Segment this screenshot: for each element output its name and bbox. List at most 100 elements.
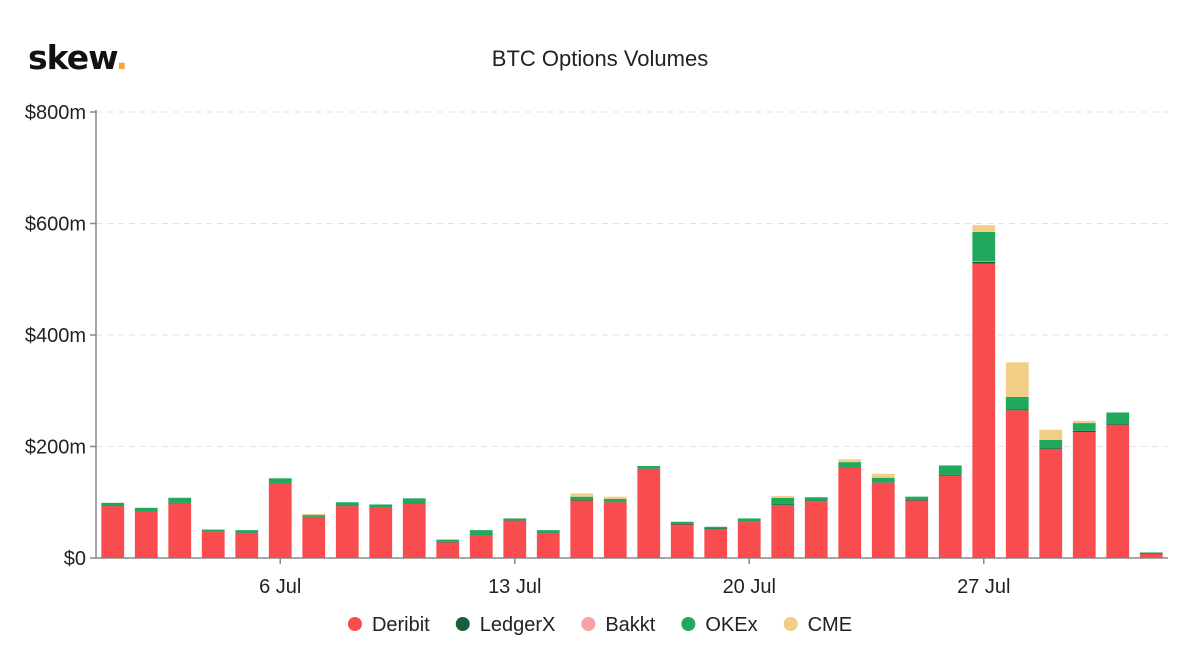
bar-segment-ledgerx[interactable] bbox=[436, 541, 460, 543]
bar-segment-okex[interactable] bbox=[101, 502, 125, 506]
bar-segment-ledgerx[interactable] bbox=[670, 523, 694, 525]
bar-segment-ledgerx[interactable] bbox=[570, 500, 594, 501]
bar-segment-deribit[interactable] bbox=[603, 502, 627, 558]
bar-segment-okex[interactable] bbox=[637, 466, 661, 469]
bar-stack[interactable] bbox=[302, 513, 326, 558]
bar-segment-okex[interactable] bbox=[838, 462, 862, 468]
bar-segment-deribit[interactable] bbox=[838, 467, 862, 558]
bar-stack[interactable] bbox=[201, 529, 225, 558]
bar-segment-deribit[interactable] bbox=[235, 532, 259, 558]
bar-segment-cme[interactable] bbox=[1039, 429, 1063, 440]
bar-stack[interactable] bbox=[871, 473, 895, 558]
bar-segment-okex[interactable] bbox=[670, 521, 694, 524]
bar-segment-deribit[interactable] bbox=[503, 520, 527, 558]
bar-segment-ledgerx[interactable] bbox=[369, 507, 393, 508]
bar-segment-deribit[interactable] bbox=[335, 506, 359, 558]
bar-segment-ledgerx[interactable] bbox=[905, 500, 929, 501]
bar-segment-cme[interactable] bbox=[302, 513, 326, 516]
bar-segment-okex[interactable] bbox=[1139, 552, 1163, 553]
bar-segment-deribit[interactable] bbox=[268, 483, 292, 558]
bar-segment-deribit[interactable] bbox=[905, 500, 929, 558]
bar-stack[interactable] bbox=[1039, 429, 1063, 558]
legend[interactable]: Deribit LedgerX Bakkt OKEx CME bbox=[347, 614, 852, 636]
bar-segment-deribit[interactable] bbox=[201, 531, 225, 558]
legend-item-bakkt[interactable]: Bakkt bbox=[581, 614, 656, 636]
bar-segment-ledgerx[interactable] bbox=[335, 505, 359, 507]
bar-segment-ledgerx[interactable] bbox=[302, 516, 326, 518]
bar-segment-deribit[interactable] bbox=[771, 505, 795, 558]
bar-segment-ledgerx[interactable] bbox=[536, 532, 560, 533]
bar-segment-deribit[interactable] bbox=[938, 475, 962, 558]
bar-segment-ledgerx[interactable] bbox=[168, 502, 192, 504]
bar-segment-deribit[interactable] bbox=[134, 511, 158, 558]
bar-segment-ledgerx[interactable] bbox=[235, 532, 259, 533]
bar-segment-deribit[interactable] bbox=[972, 263, 996, 558]
legend-item-cme[interactable]: CME bbox=[783, 614, 852, 636]
bar-segment-cme[interactable] bbox=[838, 459, 862, 463]
bar-segment-okex[interactable] bbox=[201, 529, 225, 532]
bar-segment-okex[interactable] bbox=[704, 526, 728, 529]
bar-segment-ledgerx[interactable] bbox=[1039, 448, 1063, 450]
bar-segment-okex[interactable] bbox=[503, 518, 527, 521]
bar-segment-okex[interactable] bbox=[235, 530, 259, 533]
bar-stack[interactable] bbox=[838, 459, 862, 558]
bar-segment-deribit[interactable] bbox=[369, 507, 393, 558]
bar-segment-deribit[interactable] bbox=[402, 503, 426, 558]
bar-segment-deribit[interactable] bbox=[101, 506, 125, 558]
bar-stack[interactable] bbox=[1072, 420, 1096, 558]
bar-segment-okex[interactable] bbox=[972, 231, 996, 262]
bar-stack[interactable] bbox=[1106, 412, 1130, 558]
bar-stack[interactable] bbox=[905, 496, 929, 558]
bar-stack[interactable] bbox=[436, 539, 460, 558]
bar-segment-okex[interactable] bbox=[402, 498, 426, 504]
bar-segment-ledgerx[interactable] bbox=[838, 467, 862, 468]
bar-segment-ledgerx[interactable] bbox=[201, 531, 225, 532]
bar-stack[interactable] bbox=[771, 496, 795, 558]
bar-segment-okex[interactable] bbox=[1106, 412, 1130, 424]
bar-segment-okex[interactable] bbox=[469, 530, 493, 536]
bar-segment-deribit[interactable] bbox=[570, 500, 594, 558]
bar-segment-deribit[interactable] bbox=[469, 535, 493, 558]
bar-stack[interactable] bbox=[536, 530, 560, 558]
bar-segment-okex[interactable] bbox=[938, 465, 962, 475]
bar-segment-deribit[interactable] bbox=[1106, 424, 1130, 558]
bar-stack[interactable] bbox=[134, 507, 158, 558]
bar-segment-ledgerx[interactable] bbox=[771, 504, 795, 506]
bar-segment-deribit[interactable] bbox=[536, 532, 560, 558]
bar-segment-ledgerx[interactable] bbox=[503, 520, 527, 521]
bar-segment-cme[interactable] bbox=[972, 225, 996, 232]
bar-segment-okex[interactable] bbox=[603, 498, 627, 502]
bar-segment-okex[interactable] bbox=[771, 497, 795, 505]
bar-segment-okex[interactable] bbox=[268, 478, 292, 484]
bar-stack[interactable] bbox=[938, 465, 962, 558]
bar-stack[interactable] bbox=[570, 493, 594, 558]
bar-segment-ledgerx[interactable] bbox=[804, 500, 828, 502]
bar-segment-ledgerx[interactable] bbox=[469, 535, 493, 536]
bar-segment-deribit[interactable] bbox=[804, 501, 828, 558]
bar-segment-ledgerx[interactable] bbox=[603, 501, 627, 503]
bar-stack[interactable] bbox=[603, 496, 627, 558]
bar-stack[interactable] bbox=[637, 466, 661, 558]
bar-segment-ledgerx[interactable] bbox=[737, 521, 761, 522]
bar-segment-ledgerx[interactable] bbox=[871, 482, 895, 483]
legend-item-deribit[interactable]: Deribit bbox=[347, 614, 430, 636]
bar-segment-ledgerx[interactable] bbox=[637, 468, 661, 469]
bar-stack[interactable] bbox=[101, 502, 125, 558]
bar-segment-ledgerx[interactable] bbox=[268, 483, 292, 484]
bar-segment-okex[interactable] bbox=[302, 515, 326, 517]
bar-stack[interactable] bbox=[972, 225, 996, 558]
bar-segment-okex[interactable] bbox=[1072, 423, 1096, 431]
bar-segment-okex[interactable] bbox=[134, 507, 158, 512]
bar-stack[interactable] bbox=[402, 498, 426, 558]
bar-stack[interactable] bbox=[469, 530, 493, 558]
bar-segment-deribit[interactable] bbox=[1072, 432, 1096, 558]
bar-segment-ledgerx[interactable] bbox=[1072, 430, 1096, 433]
bar-segment-cme[interactable] bbox=[871, 473, 895, 478]
bar-stack[interactable] bbox=[235, 530, 259, 558]
bar-segment-okex[interactable] bbox=[168, 497, 192, 503]
bar-segment-cme[interactable] bbox=[570, 493, 594, 497]
bar-segment-deribit[interactable] bbox=[871, 482, 895, 558]
bar-stack[interactable] bbox=[1139, 552, 1163, 558]
bar-segment-okex[interactable] bbox=[737, 518, 761, 522]
bar-segment-cme[interactable] bbox=[1005, 362, 1029, 397]
